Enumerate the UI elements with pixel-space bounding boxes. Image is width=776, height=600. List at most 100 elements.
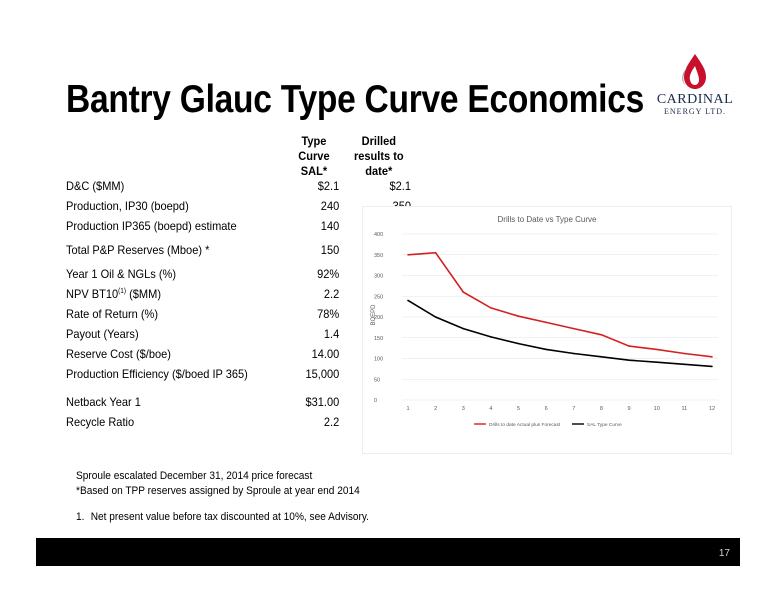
data-point [683,363,686,366]
row-label: NPV BT10(1) ($MM) [66,287,162,301]
type-curve-value: 240 [320,199,340,213]
legend-label: Drills to date Actual plus Forecast [489,422,561,428]
logo-subtitle: ENERGY LTD. [664,107,726,116]
data-point [573,352,575,355]
type-curve-value: 140 [320,219,340,233]
data-point [655,361,658,364]
y-tick-label: 300 [374,274,383,280]
row-label: Production Efficiency ($/boed IP 365) [66,367,248,381]
data-point [600,334,603,336]
data-point [462,291,465,293]
row-label: Rate of Return (%) [66,307,159,321]
y-tick-label: 350 [374,253,383,259]
footnote-npv: 1. Net present value before tax discounte… [76,511,369,523]
table-row: Payout (Years)1.40.8 [66,327,411,347]
row-label: Reserve Cost ($/boe) [66,347,171,361]
data-point [655,348,658,351]
data-point [545,348,547,351]
type-curve-value: 2.2 [323,415,340,429]
drilled-value: $2.1 [389,179,411,193]
footnote-price-forecast: Sproule escalated December 31, 2014 pric… [76,470,313,482]
table-row: Production IP365 (boepd) estimate140200 [66,219,411,243]
table-row: Year 1 Oil & NGLs (%)92%92% [66,267,411,287]
footnote-npv-text: Net present value before tax discounted … [90,511,370,523]
x-tick-label: 12 [709,406,715,412]
type-curve-value: 2.2 [323,287,340,301]
table-row: Total P&P Reserves (Mboe) *150185 [66,243,411,267]
table-row: Reserve Cost ($/boe)14.0011.35 [66,347,411,367]
type-curve-value: 15,000 [305,367,340,381]
footnote-number: 1. [76,511,85,523]
data-point [517,315,520,317]
data-point [462,327,465,330]
row-label: Payout (Years) [66,327,139,341]
data-point [711,365,713,368]
chart-title: Drills to Date vs Type Curve [498,215,598,224]
y-tick-label: 400 [374,232,383,238]
data-point [434,251,437,254]
type-curve-value: 92% [317,267,340,281]
x-tick-label: 9 [628,406,631,412]
x-tick-label: 3 [462,406,465,412]
y-tick-label: 0 [374,398,377,404]
row-label: Production, IP30 (boepd) [66,199,189,213]
data-point [490,307,492,309]
x-tick-label: 11 [682,406,688,412]
data-point [573,327,575,330]
row-label: Recycle Ratio [66,415,135,429]
type-curve-value: $2.1 [317,179,340,193]
logo-name: CARDINAL [656,92,734,107]
x-tick-label: 8 [600,406,603,412]
row-label: Netback Year 1 [66,395,141,409]
y-tick-label: 250 [374,294,383,300]
footer-bar: 17 [36,538,740,566]
company-logo: CARDINAL ENERGY LTD. [650,52,740,128]
y-tick-label: 50 [374,377,380,383]
y-tick-label: 150 [374,336,383,342]
table-row: D&C ($MM) $2.1 $2.1 [66,179,411,199]
y-tick-label: 200 [374,315,383,321]
y-axis-label: BOEPD [371,304,377,326]
data-point [683,352,686,355]
type-curve-value: 1.4 [323,327,340,341]
x-tick-label: 5 [517,406,520,412]
row-label: Year 1 Oil & NGLs (%) [66,267,177,281]
row-label: Production IP365 (boepd) estimate [66,219,237,233]
economics-table: Type Curve SAL* Drilled results to date*… [66,134,411,435]
page-title: Bantry Glauc Type Curve Economics [66,78,645,121]
table-header-label [66,134,268,179]
x-tick-label: 4 [489,406,492,412]
row-label: D&C ($MM) [66,179,125,193]
table-row: Rate of Return (%)78%189% [66,307,411,327]
data-point [407,299,409,302]
x-tick-label: 10 [654,406,660,412]
x-tick-label: 7 [572,406,575,412]
type-curve-value: 14.00 [311,347,340,361]
column-header-type-curve: Type Curve SAL* [298,134,330,178]
data-point [490,336,492,338]
table-row: Netback Year 1$31.00$31.00 [66,395,411,415]
data-point [517,342,520,345]
data-point [407,253,409,256]
x-tick-label: 2 [434,406,437,412]
series-line-2 [407,299,713,368]
type-curve-value: 150 [320,243,340,257]
data-point [628,359,630,361]
table-header-row: Type Curve SAL* Drilled results to date* [66,134,411,179]
flame-icon [682,54,706,89]
type-curve-value: $31.00 [305,395,340,409]
table-row: Production Efficiency ($/boed IP 365) 15,… [66,367,411,395]
chart-frame [362,206,732,454]
legend-label: SAL Type Curve [587,422,622,428]
x-tick-label: 1 [406,406,409,412]
data-point [600,356,603,358]
data-point [434,316,437,318]
table-row: NPV BT10(1) ($MM)2.23.3 [66,287,411,307]
table-row: Production, IP30 (boepd)240350 [66,199,411,219]
page-number: 17 [718,548,730,559]
type-curve-chart: Drills to Date vs Type Curve BOEPD 0 50 10… [362,206,732,454]
row-label: Total P&P Reserves (Mboe) * [66,243,210,257]
series-line-1 [407,251,713,358]
y-tick-label: 100 [374,357,383,363]
